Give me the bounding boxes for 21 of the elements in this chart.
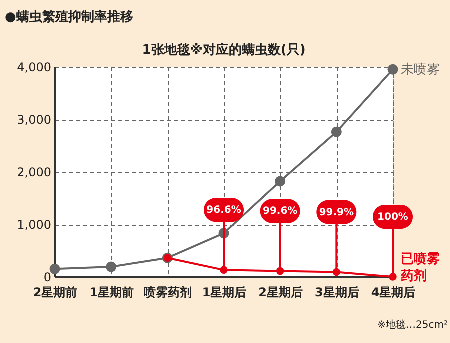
annotation: 99.6% <box>262 206 298 218</box>
x-tick-label: 1星期前 <box>90 286 134 300</box>
y-tick-label: 0 <box>44 270 52 284</box>
annotation: 99.9% <box>319 207 354 218</box>
chart-subtitle: 1张地毯※对应的螨虫数(只) <box>142 42 306 58</box>
y-tick-label: 3,000 <box>17 113 52 127</box>
x-tick-label: 3星期后 <box>314 286 360 300</box>
x-tick-label: 4星期后 <box>371 286 416 300</box>
series-label: 已喷雾药剂 <box>400 252 440 284</box>
annotation: 100% <box>378 212 408 223</box>
y-tick-label: 4,000 <box>17 60 52 74</box>
x-tick-label: 2星期前 <box>33 286 78 300</box>
y-tick-label: 2,000 <box>17 166 52 180</box>
annotation: 96.6% <box>206 205 242 216</box>
x-tick-label: 喷雾药剂 <box>144 286 192 300</box>
y-tick-label: 1,000 <box>17 218 52 232</box>
chart-title: ●螨虫繁殖抑制率推移 <box>5 9 134 25</box>
text: ※地毯…25cm² <box>378 319 448 331</box>
x-tick-label: 2星期后 <box>258 286 304 300</box>
x-tick-label: 1星期后 <box>202 286 247 300</box>
series-label: 未喷雾 <box>401 62 440 78</box>
